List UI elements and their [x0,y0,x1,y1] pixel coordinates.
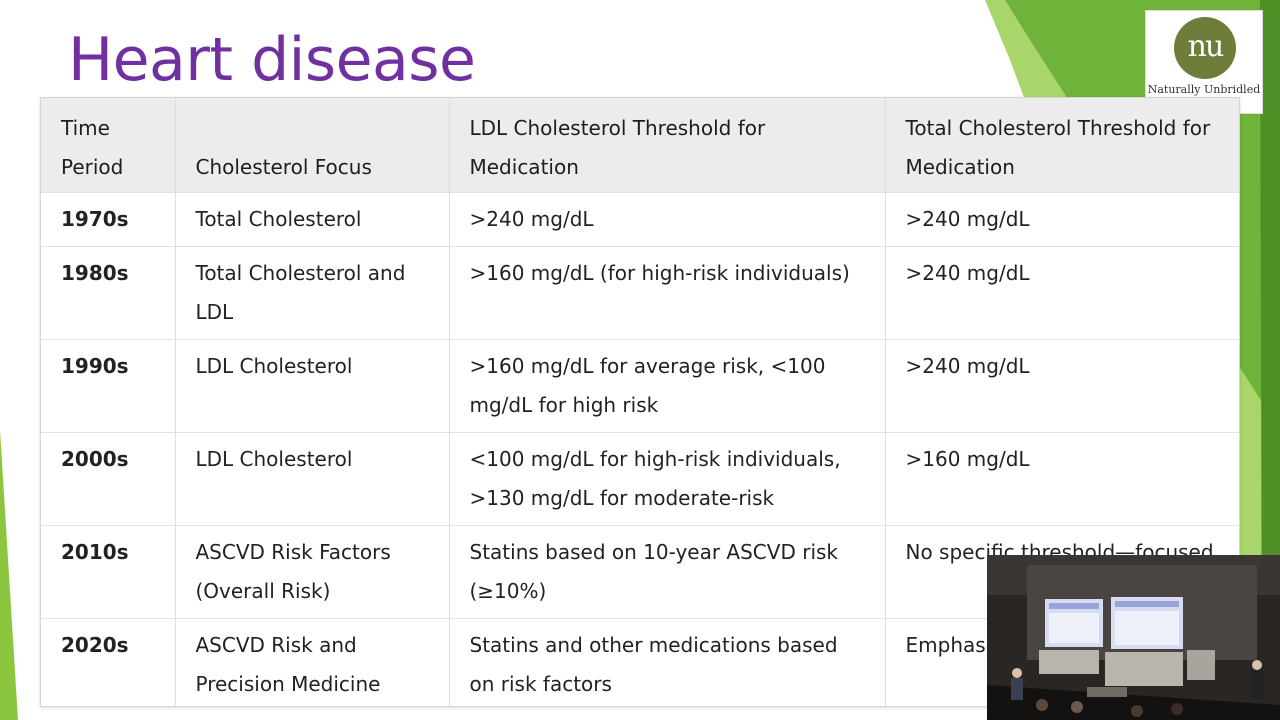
cell-time-period: 2000s [41,432,176,526]
table-header-row: Time Period Cholesterol Focus LDL Choles… [41,98,1239,193]
cell-time-period: 2020s [41,618,176,706]
header-time-period: Time Period [41,98,176,193]
cell-cholesterol-focus: ASCVD Risk Factors (Overall Risk) [175,525,450,619]
webcam-overlay [987,555,1280,720]
table-row: 1990s LDL Cholesterol >160 mg/dL for ave… [41,339,1239,433]
header-cholesterol-focus: Cholesterol Focus [175,98,450,193]
cell-ldl-threshold: Statins and other medications based on r… [449,618,886,706]
lecture-hall-video [987,555,1280,720]
cell-cholesterol-focus: ASCVD Risk and Precision Medicine [175,618,450,706]
cell-time-period: 1980s [41,246,176,340]
cell-total-threshold: >240 mg/dL [885,339,1239,433]
table-row: 1970s Total Cholesterol >240 mg/dL >240 … [41,192,1239,247]
cell-time-period: 1990s [41,339,176,433]
right-green-panel-accent [1260,0,1280,720]
logo-mark: nu [1174,17,1236,79]
company-logo: nu Naturally Unbridled Wellness [1145,10,1263,114]
cell-time-period: 1970s [41,192,176,247]
cell-cholesterol-focus: Total Cholesterol and LDL [175,246,450,340]
cell-ldl-threshold: >160 mg/dL (for high-risk individuals) [449,246,886,340]
cell-ldl-threshold: Statins based on 10-year ASCVD risk (≥10… [449,525,886,619]
table-row: 2000s LDL Cholesterol <100 mg/dL for hig… [41,432,1239,526]
cholesterol-table: Time Period Cholesterol Focus LDL Choles… [40,97,1240,707]
header-total-threshold: Total Cholesterol Threshold for Medicati… [885,98,1239,193]
cell-time-period: 2010s [41,525,176,619]
logo-name-line1: Naturally Unbridled [1147,83,1261,96]
cell-cholesterol-focus: LDL Cholesterol [175,339,450,433]
slide-title: Heart disease [68,25,476,95]
cell-total-threshold: >160 mg/dL [885,432,1239,526]
cell-ldl-threshold: >240 mg/dL [449,192,886,247]
header-ldl-threshold: LDL Cholesterol Threshold for Medication [449,98,886,193]
cholesterol-threshold-table: Time Period Cholesterol Focus LDL Choles… [41,98,1239,706]
cell-ldl-threshold: <100 mg/dL for high-risk individuals, >1… [449,432,886,526]
cell-cholesterol-focus: Total Cholesterol [175,192,450,247]
left-green-stripe [0,430,18,720]
cell-ldl-threshold: >160 mg/dL for average risk, <100 mg/dL … [449,339,886,433]
table-row: 1980s Total Cholesterol and LDL >160 mg/… [41,246,1239,340]
cell-cholesterol-focus: LDL Cholesterol [175,432,450,526]
cell-total-threshold: >240 mg/dL [885,192,1239,247]
cell-total-threshold: >240 mg/dL [885,246,1239,340]
